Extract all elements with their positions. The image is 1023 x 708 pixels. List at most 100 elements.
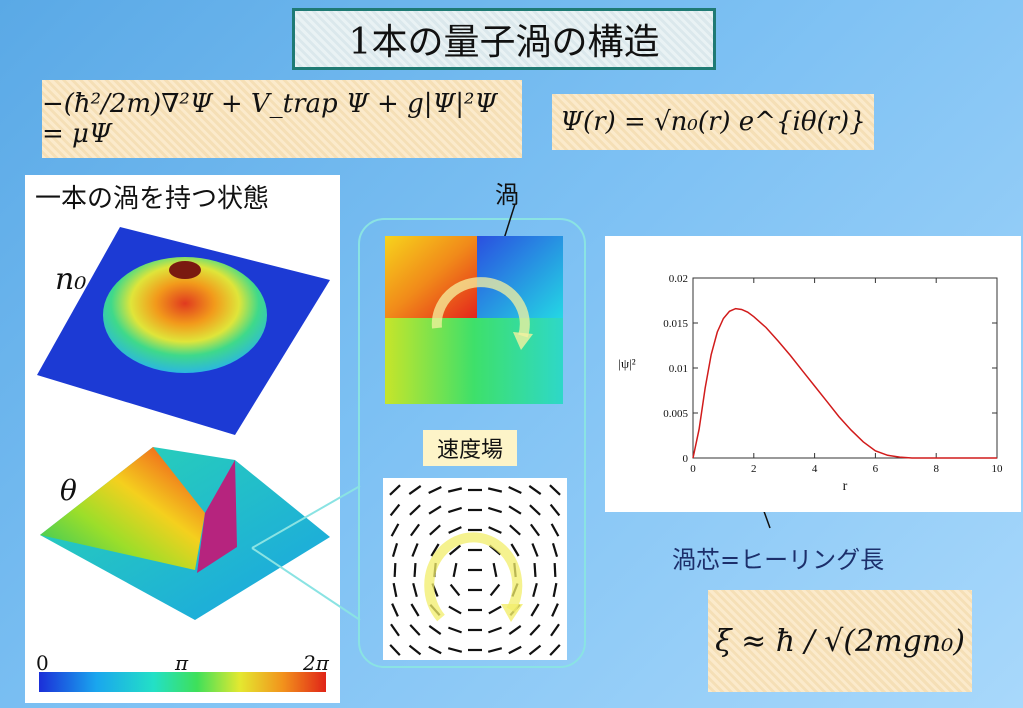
velocity-vector [529, 624, 541, 636]
phase-jump-wall [197, 460, 237, 573]
x-axis-label: r [843, 479, 848, 494]
velocity-vector [528, 644, 542, 656]
phase-map [385, 236, 563, 404]
velocity-vector [509, 524, 521, 536]
x-tick-label: 0 [690, 463, 696, 475]
velocity-vector [391, 542, 399, 558]
velocity-vector [411, 543, 419, 557]
velocity-vector [550, 623, 560, 637]
colorbar-min-label: 0 [36, 651, 49, 675]
velocity-vector [389, 503, 401, 517]
velocity-vector [390, 623, 400, 637]
density-hump [103, 257, 267, 373]
connector-lower [251, 547, 361, 621]
gp-equation-text: −(ħ²/2m)∇²Ψ + V_trap Ψ + g|Ψ|²Ψ = μΨ [42, 89, 498, 149]
velocity-vector [552, 582, 558, 598]
velocity-field-map [383, 478, 567, 660]
y-tick-label: 0.01 [669, 363, 688, 375]
phase-label: θ [60, 474, 77, 507]
vortex-state-panel [25, 175, 340, 703]
x-tick-label: 10 [992, 463, 1004, 475]
velocity-vector [428, 625, 442, 635]
velocity-vector [551, 603, 559, 617]
y-tick-label: 0.015 [663, 318, 688, 330]
velocity-vector [489, 583, 501, 597]
velocity-vector [409, 523, 421, 537]
y-tick-label: 0.02 [669, 273, 688, 285]
velocity-vector [549, 644, 561, 656]
gp-equation: −(ħ²/2m)∇²Ψ + V_trap Ψ + g|Ψ|²Ψ = μΨ [42, 80, 522, 158]
velocity-vector [428, 505, 442, 515]
velocity-vector [428, 645, 442, 655]
velocity-vector [549, 484, 561, 496]
plot-frame [692, 277, 998, 459]
connector-upper [251, 485, 361, 549]
density-profile-chart: 0 2 4 6 8 10 0 0.005 0.01 0.015 0.02 r |ψ|² [618, 273, 1004, 494]
y-tick-label: 0.005 [663, 408, 688, 420]
velocity-vector [487, 506, 503, 514]
circulation-arrow [431, 277, 530, 338]
velocity-vector [408, 485, 422, 495]
velocity-vector [409, 504, 421, 516]
vortex-state-heading: 一本の渦を持つ状態 [25, 175, 340, 217]
velocity-vector [530, 603, 540, 617]
velocity-vector [488, 526, 502, 534]
velocity-vector [553, 562, 557, 578]
velocity-vector [508, 625, 522, 635]
density-label: n₀ [55, 262, 87, 297]
velocity-vector [532, 582, 538, 598]
vortex-label: 渦 [495, 181, 519, 209]
x-tick-label: 4 [812, 463, 818, 475]
velocity-vector [487, 487, 503, 493]
vortex-core-hole [169, 261, 201, 279]
circulation-arrowhead [513, 332, 533, 350]
velocity-vector [448, 526, 462, 534]
velocity-vector [508, 645, 522, 655]
velocity-vector [487, 647, 503, 653]
velocity-vector [452, 562, 458, 578]
velocity-vector [389, 644, 401, 656]
velocity-vector [488, 626, 502, 634]
velocity-vector [488, 605, 502, 615]
page-title: 1本の量子渦の構造 [292, 8, 716, 70]
velocity-vector [549, 503, 561, 517]
colorbar [39, 672, 326, 692]
velocity-vector [410, 603, 420, 617]
velocity-vector [447, 487, 463, 493]
x-tick-label: 6 [873, 463, 879, 475]
colorbar-mid-label: π [175, 651, 189, 675]
healing-length-text: ξ ≈ ħ / √(2mgn₀) [715, 623, 965, 659]
velocity-vector [533, 562, 537, 578]
velocity-vector [448, 605, 462, 615]
velocity-vector [413, 562, 417, 578]
core-label: 渦芯=ヒーリング長 [672, 546, 885, 574]
velocity-vector [429, 524, 441, 536]
vortex-zoom-frame [358, 218, 586, 668]
velocity-vector [448, 544, 462, 556]
order-parameter-text: Ψ(r) = √n₀(r) e^{iθ(r)} [560, 107, 866, 137]
velocity-vector [393, 562, 397, 578]
healing-length-equation: ξ ≈ ħ / √(2mgn₀) [708, 590, 972, 692]
velocity-vector [531, 543, 539, 557]
velocity-field-graphic [389, 484, 561, 656]
phase-map-graphic [385, 236, 563, 404]
velocity-vector [430, 543, 440, 557]
velocity-vector [447, 647, 463, 653]
velocity-vector [510, 543, 520, 557]
colorbar-max-label: 2π [303, 651, 329, 675]
vortex-surfaces [37, 227, 330, 692]
phase-quadrant-cool [477, 236, 563, 318]
velocity-vector [529, 504, 541, 516]
phase-quadrant-warm [385, 236, 477, 318]
velocity-vector [528, 485, 542, 495]
velocity-vector [508, 505, 522, 515]
phase-ramp [40, 447, 205, 570]
velocity-vector [550, 523, 560, 537]
density-curve [692, 307, 997, 459]
velocity-vector [389, 484, 401, 496]
velocity-circulation-arrowhead [501, 604, 523, 622]
velocity-circulation-arrow [424, 532, 523, 622]
velocity-vector [448, 626, 462, 634]
velocity-vector [412, 582, 418, 598]
velocity-vector [447, 506, 463, 514]
